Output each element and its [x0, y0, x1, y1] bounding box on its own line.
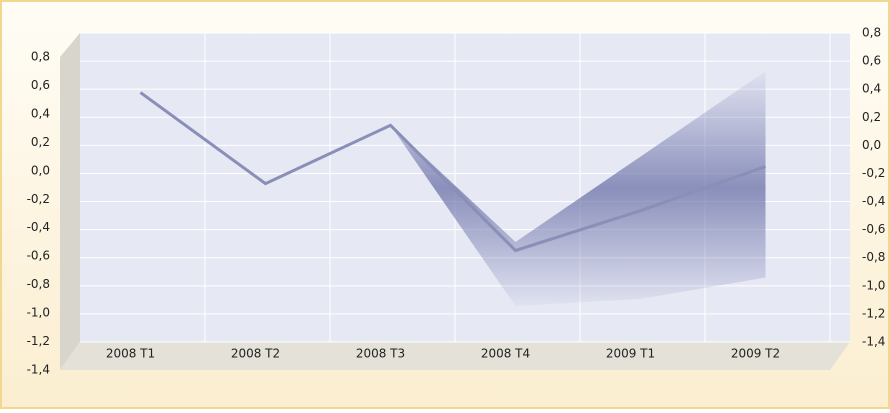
y2-tick-label: 0,8 — [862, 26, 881, 40]
y-tick-label: 0,0 — [31, 163, 50, 177]
y-tick-label: -0,8 — [27, 277, 50, 291]
y-tick-label: -1,2 — [27, 334, 50, 348]
y-tick-label: 0,2 — [31, 135, 50, 149]
side-wall — [60, 33, 80, 370]
fan-band — [390, 71, 766, 306]
y-tick-label: 0,8 — [31, 50, 50, 64]
x-tick-label: 2008 T4 — [481, 347, 530, 361]
y-tick-label: -1,0 — [27, 306, 50, 320]
y2-tick-label: 0,6 — [862, 54, 881, 68]
y-tick-label: -1,4 — [27, 363, 50, 377]
y2-tick-label: -0,6 — [862, 222, 885, 236]
x-tick-label: 2009 T2 — [731, 347, 780, 361]
x-tick-label: 2008 T1 — [106, 347, 155, 361]
y-tick-label: 0,4 — [31, 106, 50, 120]
y2-tick-label: -1,4 — [862, 335, 885, 349]
x-tick-label: 2008 T3 — [356, 347, 405, 361]
y2-tick-label: -1,2 — [862, 306, 885, 320]
line — [139, 91, 766, 253]
y-tick-label: 0,6 — [31, 78, 50, 92]
y2-tick-label: 0,4 — [862, 82, 881, 96]
y2-tick-label: -0,4 — [862, 194, 885, 208]
y-tick-label: -0,4 — [27, 220, 50, 234]
y2-tick-label: -1,0 — [862, 278, 885, 292]
x-tick-label: 2008 T2 — [231, 347, 280, 361]
y2-tick-label: 0,0 — [862, 138, 881, 152]
y-tick-label: -0,2 — [27, 192, 50, 206]
y-tick-label: -0,6 — [27, 249, 50, 263]
y2-tick-label: -0,8 — [862, 250, 885, 264]
x-tick-label: 2009 T1 — [606, 347, 655, 361]
y2-tick-label: -0,2 — [862, 166, 885, 180]
y2-tick-label: 0,2 — [862, 110, 881, 124]
floor — [60, 342, 850, 370]
